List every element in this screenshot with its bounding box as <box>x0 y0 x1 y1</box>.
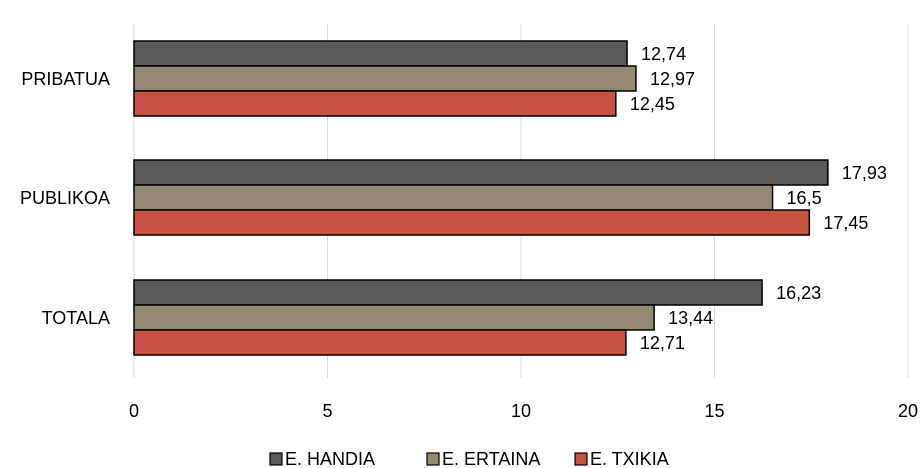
data-label: 17,45 <box>823 213 868 233</box>
category-label: TOTALA <box>42 308 110 328</box>
legend-swatch <box>426 452 440 466</box>
x-tick-labels: 0 5 10 15 20 <box>129 401 918 421</box>
category-label: PRIBATUA <box>21 69 110 89</box>
data-label: 12,45 <box>630 94 675 114</box>
legend-label: E. TXIKIA <box>590 449 669 468</box>
bar-publikoa-e-txikia <box>133 209 811 236</box>
bar-pribatua-e-ertaina <box>133 65 637 92</box>
data-label: 17,93 <box>842 163 887 183</box>
legend-swatch <box>269 452 283 466</box>
bar-pribatua-e-handia <box>133 40 628 67</box>
x-tick-label: 0 <box>129 401 139 421</box>
legend-label: E. ERTAINA <box>442 449 540 468</box>
x-tick-label: 5 <box>322 401 332 421</box>
bar-totala-e-handia <box>133 279 763 306</box>
legend-label: E. HANDIA <box>285 449 375 468</box>
data-label: 12,97 <box>650 69 695 89</box>
category-labels: PRIBATUA PUBLIKOA TOTALA <box>20 69 110 328</box>
data-labels: 12,74 12,97 12,45 17,93 16,517,45 16,23 13,44 1… <box>630 44 887 353</box>
x-tick-label: 10 <box>511 401 531 421</box>
bar-pribatua-e-txikia <box>133 90 617 117</box>
bars <box>133 40 829 356</box>
data-label: 13,44 <box>668 308 713 328</box>
bar-totala-e-txikia <box>133 329 627 356</box>
bar-totala-e-ertaina <box>133 304 655 331</box>
legend: E. HANDIA E. ERTAINA E. TXIKIA <box>269 449 669 468</box>
data-label: 16,23 <box>776 283 821 303</box>
x-tick-label: 20 <box>898 401 918 421</box>
bar-publikoa-e-handia <box>133 159 829 186</box>
data-label: 16,5 <box>787 188 822 208</box>
x-tick-label: 15 <box>704 401 724 421</box>
legend-swatch <box>574 452 588 466</box>
data-label: 12,74 <box>641 44 686 64</box>
bar-publikoa-e-ertaina <box>133 184 774 211</box>
data-label: 12,71 <box>640 333 685 353</box>
category-label: PUBLIKOA <box>20 188 110 208</box>
